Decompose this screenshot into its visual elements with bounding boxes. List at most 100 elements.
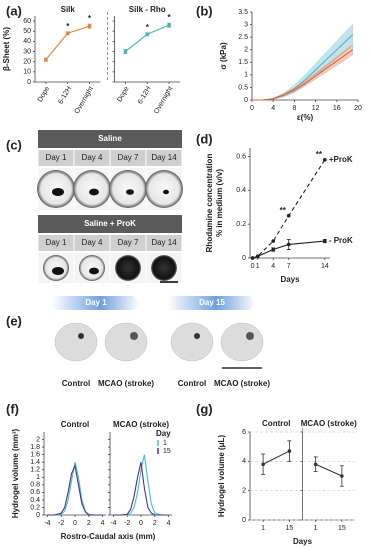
hydrogel-spot — [130, 332, 138, 340]
x-tick-label: -2 — [58, 520, 64, 527]
x-tick-label: Dope — [116, 85, 130, 103]
y-tick-label: 3.5 — [238, 9, 248, 16]
day-label: Day 1 — [46, 238, 67, 247]
time-banner — [52, 296, 140, 310]
point — [250, 256, 255, 260]
x-tick-label: 4 — [271, 263, 275, 270]
y-tick-label: 1 — [36, 474, 40, 481]
panel-label: (e) — [6, 313, 22, 328]
y-axis-label: % in medium (v/v) — [215, 169, 224, 237]
hydrogel-spot — [194, 333, 200, 339]
group-header — [38, 215, 182, 233]
day-cell — [110, 150, 146, 166]
hydrogel — [163, 189, 169, 195]
y-tick-label: 0.6 — [236, 153, 246, 160]
y-tick-label: 1.2 — [30, 467, 40, 474]
x-tick-label: -4 — [110, 520, 116, 527]
x-tick-label: 4 — [167, 520, 171, 527]
day-cell — [110, 235, 146, 251]
x-tick-label: 16 — [333, 105, 341, 112]
x-tick-label: -2 — [124, 520, 130, 527]
y-tick-label: 1 — [244, 72, 248, 79]
series-line — [113, 454, 169, 516]
dish — [115, 255, 141, 281]
y-axis-label: Hydrogel volume (μL) — [217, 435, 226, 518]
legend-title: Day — [156, 429, 171, 438]
y-tick-label: 2.5 — [238, 34, 248, 41]
panel-label: (b) — [196, 3, 213, 18]
y-axis-label: Hydrogel volume (mm³) — [11, 428, 20, 518]
day-cell — [74, 150, 110, 166]
time-title: Day 15 — [199, 298, 225, 307]
y-tick-label: 20 — [23, 59, 31, 66]
point — [271, 239, 276, 243]
group-header — [38, 130, 182, 148]
time-title: Day 1 — [85, 298, 107, 307]
hydrogel — [89, 188, 99, 196]
series-line — [113, 462, 169, 516]
y-tick-label: 2 — [36, 436, 40, 443]
x-tick-label: 0 — [73, 520, 77, 527]
y-tick-label: 6 — [242, 429, 246, 436]
x-tick-label: 2 — [153, 520, 157, 527]
x-tick-label: 12 — [312, 105, 320, 112]
panel-label: (c) — [6, 137, 22, 152]
x-tick-label: Overnight — [74, 85, 95, 115]
day-label: Day 7 — [118, 238, 139, 247]
x-tick-label: 4 — [271, 105, 275, 112]
x-tick-label: 15 — [285, 525, 293, 532]
x-tick-label: 6-12H — [57, 85, 73, 105]
point — [313, 462, 318, 467]
annotation: * — [168, 13, 172, 22]
condition-label: MCAO (stroke) — [98, 379, 154, 388]
day-label: Day 7 — [118, 153, 139, 162]
point — [286, 242, 291, 247]
panel-label: (f) — [6, 401, 19, 416]
hydrogel — [126, 189, 134, 195]
annotation: * — [146, 23, 150, 32]
x-tick-label: 0 — [251, 263, 255, 270]
y-tick-label: 60 — [23, 18, 31, 25]
x-tick-label: 15 — [338, 525, 346, 532]
x-tick-label: 20 — [354, 105, 362, 112]
point — [261, 462, 265, 467]
point — [65, 31, 70, 36]
x-tick-label: 1 — [256, 263, 260, 270]
subplot-title: MCAO (stroke) — [113, 420, 169, 429]
dish — [151, 255, 177, 281]
x-tick-label: 8 — [292, 105, 296, 112]
x-tick-label: 4 — [101, 520, 105, 527]
subplot-title: Control — [61, 420, 89, 429]
y-tick-label: 10 — [23, 69, 31, 76]
hydrogel-spot — [246, 332, 254, 340]
x-tick-label: 1 — [314, 525, 318, 532]
y-tick-label: 2 — [242, 488, 246, 495]
y-axis-label: β-Sheet (%) — [2, 27, 11, 71]
y-axis-label: σ (kPa) — [219, 42, 228, 70]
brain-section — [54, 322, 98, 362]
x-tick-label: 0 — [250, 105, 254, 112]
y-tick-label: 0 — [242, 517, 246, 524]
panel-label: (g) — [196, 401, 213, 416]
point — [123, 49, 128, 54]
brain-section — [104, 322, 148, 362]
y-tick-label: 1.4 — [30, 459, 40, 466]
series-line — [252, 49, 354, 101]
subplot-title: Control — [262, 419, 290, 428]
day-label: Day 14 — [151, 238, 177, 247]
annotation: ** — [280, 206, 287, 215]
y-tick-label: 0.2 — [236, 221, 246, 228]
hydrogel — [52, 188, 64, 196]
day-cell — [146, 235, 182, 251]
hydrogel — [89, 267, 99, 275]
series-label: +ProK — [329, 155, 353, 164]
x-tick-label: 7 — [287, 263, 291, 270]
point — [271, 247, 276, 252]
point — [287, 449, 292, 453]
y-tick-label: 0.5 — [238, 84, 248, 91]
condition-label: MCAO (stroke) — [214, 379, 270, 388]
y-tick-label: 2 — [244, 47, 248, 54]
y-tick-label: 40 — [23, 38, 31, 45]
x-tick-label: 1 — [261, 525, 265, 532]
